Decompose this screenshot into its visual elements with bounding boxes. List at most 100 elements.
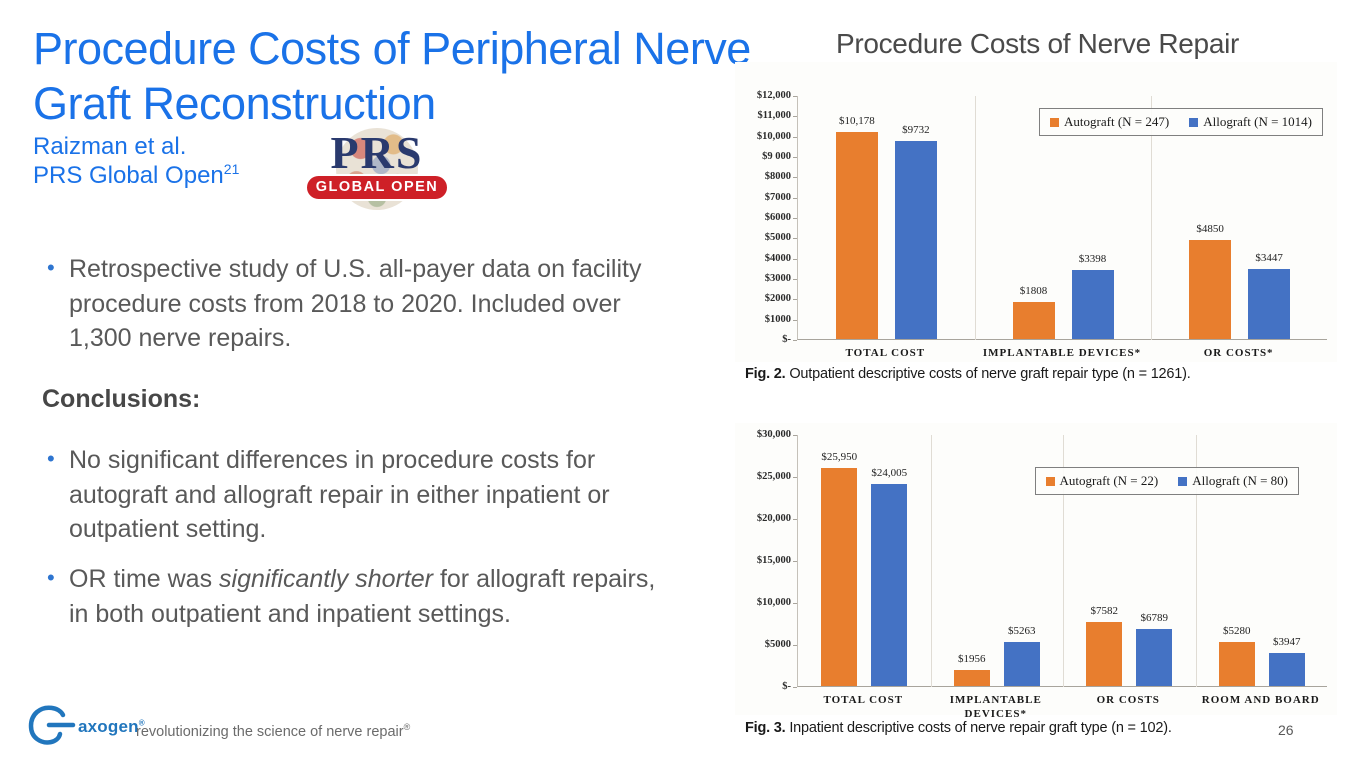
chart-legend: Autograft (N = 22) Allograft (N = 80) — [1034, 467, 1299, 495]
bar-autograft — [1086, 622, 1123, 686]
bar-autograft — [821, 468, 858, 686]
category-axis-label: OR COSTS* — [1203, 347, 1274, 359]
category-axis-label: ROOM AND BOARD — [1201, 694, 1320, 706]
y-axis-tick-mark — [793, 340, 797, 341]
legend-entry-label: Allograft (N = 80) — [1192, 473, 1288, 488]
y-axis-tick-mark — [793, 561, 797, 562]
figure-3-label: Fig. 3. — [745, 720, 786, 736]
legend-swatch-icon — [1050, 117, 1060, 127]
bullet-dot-icon: • — [47, 255, 55, 280]
chart-legend: Autograft (N = 247) Allograft (N = 1014) — [1039, 108, 1323, 136]
figure-2-caption: Fig. 2. Outpatient descriptive costs of … — [745, 366, 1191, 382]
legend-swatch-icon — [1189, 117, 1199, 127]
bar-autograft — [1012, 302, 1055, 339]
y-axis-tick-mark — [793, 519, 797, 520]
category-axis-label: IMPLANTABLE DEVICES* — [949, 694, 1042, 720]
y-axis-tick-label: $8000 — [764, 171, 791, 183]
legend-swatch-icon — [1045, 476, 1055, 486]
y-axis-tick-label: $5000 — [764, 232, 791, 244]
bar-allograft — [1003, 642, 1040, 686]
legend-entry-label: Autograft (N = 247) — [1064, 114, 1170, 129]
chart-plot-area: $10,178 $9732 $1808 $3398 $4850 $3447 Autograf… — [797, 96, 1327, 340]
category-axis-label: TOTAL COST — [845, 347, 926, 359]
bar-allograft — [894, 141, 937, 339]
y-axis-tick-mark — [793, 136, 797, 138]
bar-value-label: $6789 — [1140, 612, 1169, 624]
inpatient-costs-chart: $25,950 $24,005 $1956 $5263 $7582 $6789 $5280 $… — [735, 423, 1337, 720]
y-axis-tick-label: $4000 — [764, 252, 791, 264]
y-axis-tick-label: $5000 — [764, 639, 791, 650]
y-axis-tick-mark — [793, 157, 797, 158]
y-axis-tick-label: $25,000 — [756, 471, 791, 482]
bar-autograft — [1218, 642, 1255, 686]
conclusion-bullet-2: • OR time was significantly shorter for … — [45, 562, 665, 631]
figure-3-caption: Fig. 3. Inpatient descriptive costs of n… — [745, 720, 1172, 736]
y-axis-tick-mark — [793, 116, 797, 118]
category-separator-line — [1063, 435, 1064, 687]
bar-value-label: $3398 — [1078, 253, 1107, 265]
legend-swatch-icon — [1178, 476, 1188, 486]
y-axis-tick-label: $7000 — [764, 191, 791, 203]
category-separator-line — [974, 96, 976, 340]
y-axis-tick-label: $- — [782, 681, 791, 692]
y-axis-tick-label: $11,000 — [757, 110, 791, 122]
bar-value-label: $1956 — [958, 653, 986, 665]
bar-value-label: $10,178 — [838, 115, 875, 127]
legend-entry-label: Allograft (N = 1014) — [1203, 114, 1312, 129]
y-axis-tick-label: $9 000 — [762, 151, 791, 162]
y-axis-tick-label: $10,000 — [756, 597, 791, 608]
bar-allograft — [871, 484, 908, 686]
bar-autograft — [953, 670, 990, 686]
bar-allograft — [1268, 653, 1305, 686]
bullet-dot-icon: • — [47, 446, 55, 471]
y-axis-tick-label: $20,000 — [756, 513, 791, 524]
bar-value-label: $4850 — [1196, 223, 1224, 235]
category-axis-label: OR COSTS — [1096, 694, 1160, 706]
conclusion-2-emphasis: significantly shorter — [219, 565, 434, 593]
legend-entry-label: Autograft (N = 22) — [1059, 473, 1159, 488]
axogen-wordmark: axogen® — [78, 717, 145, 736]
y-axis-tick-label: $6000 — [764, 212, 791, 223]
bar-value-label: $5263 — [1008, 625, 1036, 637]
conclusion-1-text: No significant differences in procedure … — [69, 446, 610, 543]
study-summary-bullet: • Retrospective study of U.S. all-payer … — [45, 252, 665, 356]
bar-value-label: $24,005 — [871, 467, 908, 479]
y-axis-tick-mark — [793, 177, 797, 179]
bar-autograft — [1189, 240, 1232, 339]
legend-entry: Allograft (N = 1014) — [1189, 114, 1312, 130]
category-separator-line — [930, 435, 932, 687]
category-separator-line — [1151, 96, 1153, 340]
y-axis-tick-mark — [793, 197, 797, 199]
bar-value-label: $7582 — [1090, 605, 1119, 617]
y-axis-tick-label: $2000 — [764, 293, 791, 305]
bar-value-label: $3447 — [1255, 252, 1283, 264]
y-axis-tick-mark — [793, 687, 797, 688]
y-axis-tick-label: $12,000 — [756, 90, 791, 101]
y-axis-tick-mark — [793, 218, 797, 219]
conclusions-heading: Conclusions: — [42, 385, 201, 413]
charts-panel-title: Procedure Costs of Nerve Repair — [835, 28, 1240, 59]
citation: Raizman et al. PRS Global Open21 — [33, 132, 313, 191]
bar-value-label: $9732 — [902, 124, 930, 136]
prs-global-open-badge: GLOBAL OPEN — [305, 174, 449, 201]
study-summary-text: Retrospective study of U.S. all-payer da… — [69, 255, 642, 352]
category-axis-label: IMPLANTABLE DEVICES* — [982, 347, 1142, 359]
y-axis-tick-mark — [793, 603, 797, 604]
axogen-a-mark-icon — [28, 705, 76, 745]
category-separator-line — [1195, 435, 1197, 687]
bar-value-label: $25,950 — [821, 451, 858, 463]
y-axis-tick-mark — [793, 299, 797, 301]
y-axis-tick-label: $30,000 — [756, 429, 791, 440]
legend-entry: Autograft (N = 22) — [1045, 473, 1159, 489]
bar-value-label: $5280 — [1223, 625, 1251, 637]
citation-reference-superscript: 21 — [223, 161, 240, 178]
conclusion-2-text: OR time was significantly shorter for al… — [69, 565, 656, 628]
y-axis-tick-mark — [793, 435, 797, 436]
y-axis-tick-label: $- — [782, 334, 791, 345]
y-axis-tick-mark — [793, 258, 797, 260]
category-axis-label: TOTAL COST — [823, 694, 904, 706]
y-axis-tick-label: $3000 — [764, 273, 791, 284]
figure-2-label: Fig. 2. — [745, 366, 786, 382]
citation-journal: PRS Global Open — [33, 162, 224, 190]
